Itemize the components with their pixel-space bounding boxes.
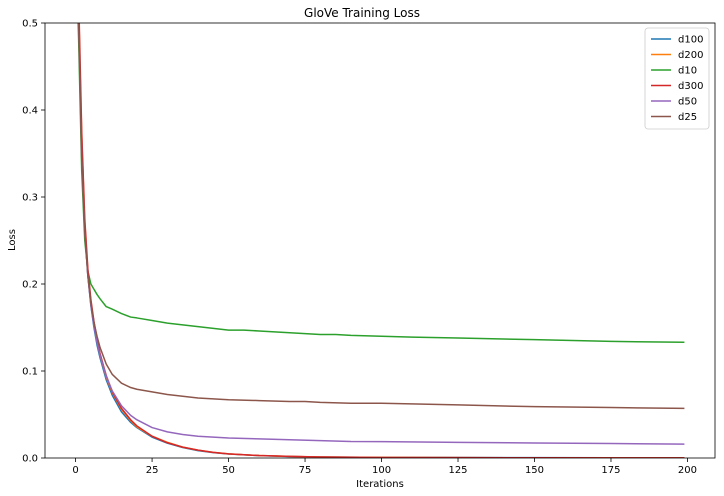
legend-label-d200: d200	[678, 50, 703, 61]
series-line-d25	[77, 23, 685, 410]
x-tick-label: 75	[299, 465, 312, 476]
legend-label-d50: d50	[678, 97, 697, 108]
x-tick-label: 100	[372, 465, 391, 476]
x-tick-label: 50	[222, 465, 235, 476]
series-line-d300	[78, 23, 685, 458]
y-tick-label: 0.1	[22, 367, 38, 378]
chart-title: GloVe Training Loss	[304, 6, 420, 20]
x-axis: 0 25 50 75 100 125 150 175 200	[72, 458, 697, 476]
plot-area	[77, 23, 685, 458]
legend-label-d25: d25	[678, 112, 697, 123]
x-tick-label: 125	[448, 465, 467, 476]
series-line-d100	[77, 23, 685, 458]
y-tick-label: 0.4	[22, 106, 38, 117]
series-line-d200	[78, 23, 685, 458]
x-tick-label: 175	[601, 465, 620, 476]
x-tick-label: 0	[72, 465, 78, 476]
x-tick-label: 150	[525, 465, 544, 476]
legend-label-d300: d300	[678, 81, 703, 92]
legend-label-d100: d100	[678, 35, 703, 46]
y-tick-label: 0.3	[22, 193, 38, 204]
y-tick-label: 0.5	[22, 19, 38, 30]
y-axis-label: Loss	[7, 229, 18, 251]
y-axis: 0.0 0.1 0.2 0.3 0.4 0.5	[22, 19, 45, 465]
series-line-d10	[77, 23, 685, 344]
legend: d100 d200 d10 d300 d50 d25	[644, 27, 710, 130]
series-line-d50	[77, 23, 685, 445]
legend-box	[644, 27, 710, 130]
y-tick-label: 0.0	[22, 454, 38, 465]
x-tick-label: 200	[678, 465, 697, 476]
plot-frame	[44, 22, 716, 459]
x-tick-label: 25	[146, 465, 159, 476]
legend-label-d10: d10	[678, 66, 697, 77]
x-axis-label: Iterations	[356, 479, 404, 490]
y-tick-label: 0.2	[22, 280, 38, 291]
